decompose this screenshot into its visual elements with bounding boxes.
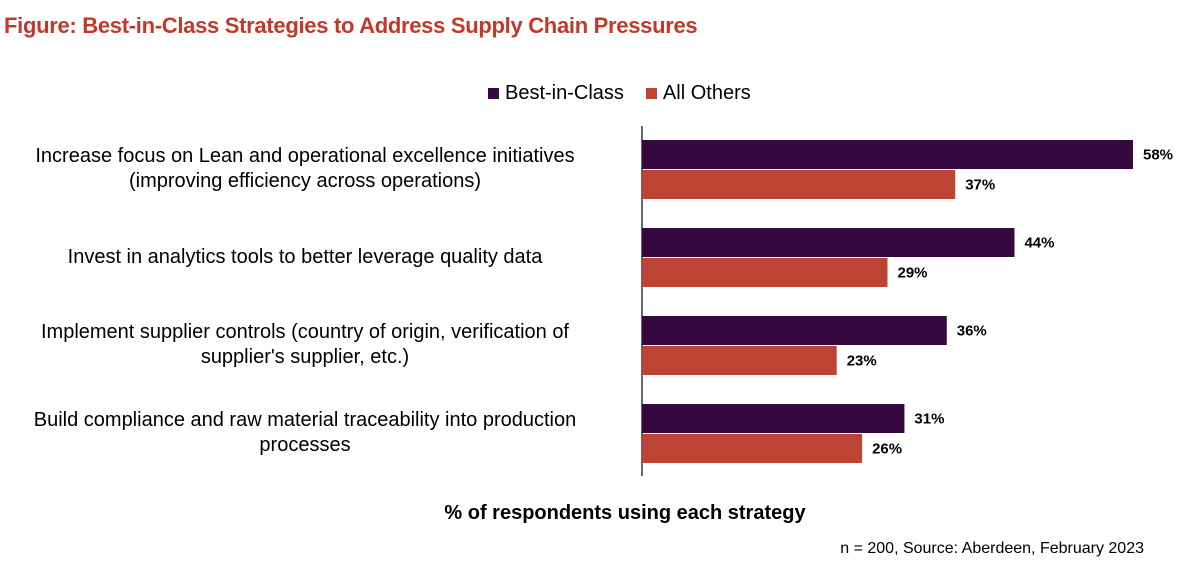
category-label: Invest in analytics tools to better leve… (0, 245, 625, 270)
category-label: Increase focus on Lean and operational e… (0, 144, 625, 194)
bar-best-in-class (642, 316, 947, 345)
category-label: Build compliance and raw material tracea… (0, 408, 625, 458)
bar-all-others (642, 434, 863, 463)
bar-all-others (642, 346, 837, 375)
category-label-line: Build compliance and raw material tracea… (33, 409, 577, 431)
legend-label-best-in-class: Best-in-Class (505, 82, 624, 104)
legend-swatch-best-in-class (488, 88, 499, 99)
data-label: 26% (872, 441, 902, 458)
data-label: 58% (1143, 147, 1173, 164)
category-label-line: Invest in analytics tools to better leve… (67, 245, 543, 268)
bar-best-in-class (642, 404, 905, 433)
source-note: n = 200, Source: Aberdeen, February 2023 (840, 540, 1144, 557)
legend-swatch-all-others (645, 88, 657, 99)
category-label-line: supplier's supplier, etc.) (200, 346, 410, 368)
legend-item-all-others: All Others (645, 82, 751, 105)
category-label-line: (improving efficiency across operations) (128, 170, 481, 192)
bar-all-others (642, 258, 888, 287)
bar-all-others (642, 170, 956, 199)
x-axis-label: % of respondents using each strategy (444, 502, 806, 524)
legend-item-best-in-class: Best-in-Class (488, 82, 624, 105)
data-label: 36% (957, 323, 987, 340)
bar-best-in-class (642, 228, 1015, 257)
data-label: 31% (914, 411, 944, 428)
legend-label-all-others: All Others (662, 82, 751, 104)
data-label: 37% (965, 177, 995, 194)
category-label-line: Increase focus on Lean and operational e… (35, 145, 575, 167)
category-label-line: Implement supplier controls (country of … (40, 321, 569, 343)
bar-best-in-class (642, 140, 1133, 169)
legend: Best-in-Class All Others (488, 82, 773, 105)
figure-title: Figure: Best-in-Class Strategies to Addr… (4, 13, 698, 38)
category-label: Implement supplier controls (country of … (0, 320, 625, 370)
data-label: 44% (1024, 235, 1054, 252)
category-label-line: processes (259, 434, 351, 456)
data-label: 23% (847, 353, 877, 370)
data-label: 29% (898, 265, 928, 282)
